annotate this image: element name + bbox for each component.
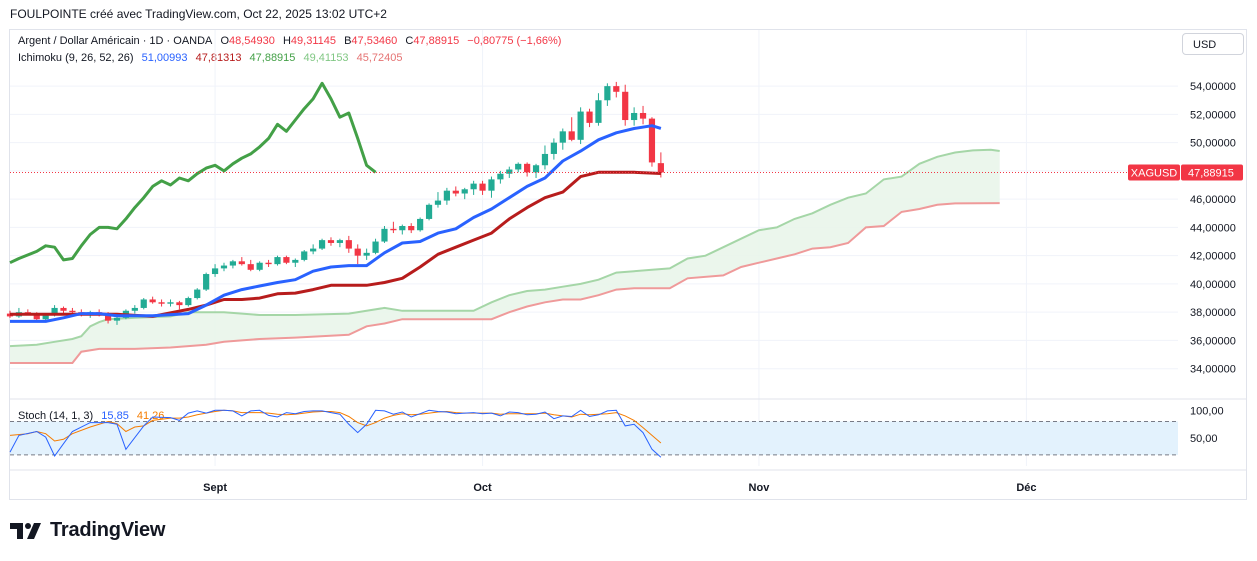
- change-value: −0,80775 (−1,66%): [467, 35, 562, 47]
- open-value: 48,54930: [229, 35, 275, 47]
- currency-button[interactable]: USD: [1182, 33, 1244, 55]
- chart-frame: [9, 29, 1247, 500]
- high-value: 49,31145: [290, 35, 336, 47]
- tradingview-logo-text: TradingView: [50, 519, 166, 541]
- chart-header: FOULPOINTE créé avec TradingView.com, Oc…: [10, 7, 387, 21]
- tradingview-logo-icon: [10, 522, 41, 539]
- high-label: H: [282, 35, 291, 47]
- span-b-value: 45,72405: [356, 52, 403, 64]
- chikou-value: 47,88915: [249, 52, 296, 64]
- stoch-k-value: 15,85: [101, 410, 129, 422]
- ichimoku-legend: Ichimoku (9, 26, 52, 26) 51,00993 47,813…: [18, 52, 408, 64]
- symbol-title[interactable]: Argent / Dollar Américain · 1D · OANDA: [18, 35, 213, 47]
- stoch-d-value: 41,26: [136, 410, 165, 422]
- symbol-legend: Argent / Dollar Américain · 1D · OANDA O…: [18, 35, 571, 47]
- tenkan-value: 51,00993: [141, 52, 188, 64]
- span-a-value: 49,41153: [303, 52, 349, 64]
- stoch-label[interactable]: Stoch (14, 1, 3): [18, 410, 94, 422]
- low-value: 47,53460: [351, 35, 398, 47]
- low-label: B: [344, 35, 352, 47]
- kijun-value: 47,81313: [195, 52, 242, 64]
- open-label: O: [220, 35, 230, 47]
- stoch-legend: Stoch (14, 1, 3) 15,85 41,26: [18, 410, 169, 422]
- close-label: C: [405, 35, 414, 47]
- tradingview-logo[interactable]: TradingView: [10, 519, 165, 542]
- close-value: 47,88915: [413, 35, 460, 47]
- ichimoku-label[interactable]: Ichimoku (9, 26, 52, 26): [18, 52, 134, 64]
- ohlc-values: O48,54930 H49,31145 B47,53460 C47,88915 …: [220, 35, 566, 47]
